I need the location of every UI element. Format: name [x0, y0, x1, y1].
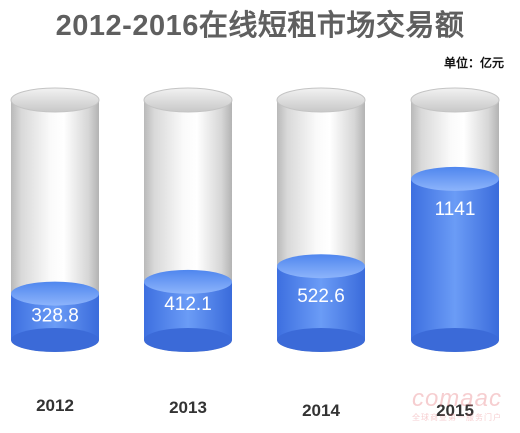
- data-label-2014: 522.6: [297, 286, 345, 307]
- bar-fill-2015: [411, 178, 499, 340]
- cylinder-top: [410, 87, 500, 113]
- cylinder-2012: 328.8 2012: [10, 87, 100, 415]
- cylinder-top: [276, 87, 366, 113]
- cylinder-top: [143, 87, 233, 113]
- cylinder-2014: 522.6 2014: [276, 87, 366, 420]
- data-label-2012: 328.8: [31, 306, 79, 327]
- bar-fill-bottom: [144, 328, 232, 352]
- cylinder-2013: 412.1 2013: [143, 87, 233, 417]
- bar-fill-top-2013: [144, 269, 232, 294]
- bar-fill-top-2015: [411, 166, 499, 191]
- chart-title: 2012-2016在线短租市场交易额: [55, 10, 465, 42]
- bar-fill-bottom: [411, 328, 499, 352]
- unit-label: 单位：亿元: [443, 56, 504, 70]
- data-label-2013: 412.1: [164, 294, 212, 315]
- bar-fill-bottom: [11, 328, 99, 352]
- category-label-2013: 2013: [169, 398, 207, 417]
- bar-fill-2014: [277, 266, 365, 340]
- data-label-2015: 1141: [435, 199, 476, 220]
- cylinder-2015: 1141 2015: [410, 87, 500, 420]
- category-label-2015: 2015: [436, 401, 474, 420]
- bar-fill-top-2012: [11, 281, 99, 306]
- bar-fill-bottom: [277, 328, 365, 352]
- bar-fill-top-2014: [277, 254, 365, 279]
- category-label-2014: 2014: [302, 401, 340, 420]
- cylinder-top: [10, 87, 100, 113]
- category-label-2012: 2012: [36, 396, 74, 415]
